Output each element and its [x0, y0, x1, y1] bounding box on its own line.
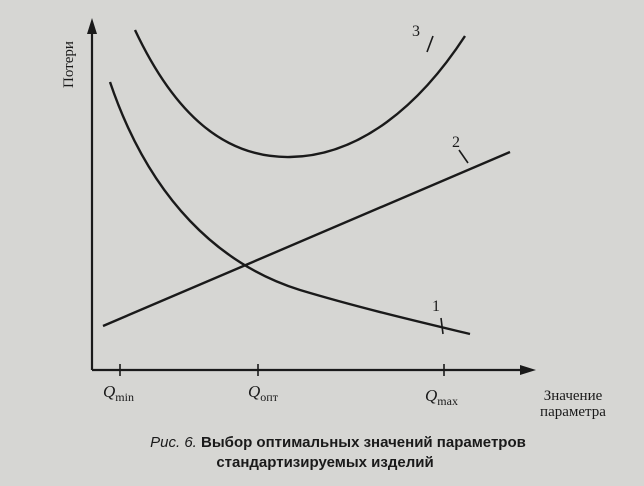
leader [458, 149, 469, 164]
caption-title: стандартизируемых изделий [216, 454, 433, 471]
curve-2 [102, 150, 511, 328]
x-label: параметра [540, 404, 606, 420]
curve-3 [133, 29, 467, 159]
x-mark: Qопт [248, 382, 279, 404]
symbol: Q [248, 382, 260, 401]
y-label: Потери [61, 41, 77, 88]
curve-1 [108, 81, 471, 336]
subscript: min [115, 390, 134, 404]
caption-title: Выбор оптимальных значений параметров [201, 434, 526, 451]
leader [440, 317, 444, 335]
symbol: Q [425, 386, 437, 405]
x-arrow [520, 365, 536, 375]
curve-label: 3 [412, 23, 420, 40]
symbol: Q [103, 382, 115, 401]
caption-line: Рис. 6. Выбор оптимальных значений парам… [150, 434, 526, 451]
subscript: max [437, 394, 458, 408]
x-mark: Qmax [425, 386, 458, 408]
y-arrow [87, 18, 97, 34]
subscript: опт [260, 390, 278, 404]
curve-label: 1 [432, 298, 440, 315]
leader [426, 35, 434, 53]
caption-number: Рис. 6. [150, 434, 197, 451]
x-label: Значение [544, 388, 603, 404]
x-mark: Qmin [103, 382, 134, 404]
curve-label: 2 [452, 134, 460, 151]
